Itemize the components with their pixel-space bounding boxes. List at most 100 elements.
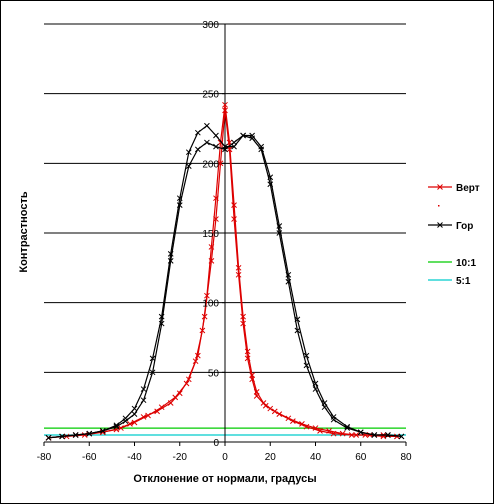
data-point: [99, 427, 106, 434]
data-point: [244, 348, 251, 355]
data-point: [213, 143, 219, 150]
data-point: [276, 411, 283, 417]
data-point: [158, 404, 165, 411]
data-point: [204, 139, 210, 146]
data-point: [303, 352, 310, 359]
legend-stray-dot: [438, 205, 440, 207]
data-point: [194, 146, 201, 153]
data-point: [185, 163, 192, 169]
data-point: [294, 327, 301, 334]
data-point: [192, 358, 199, 365]
data-point: [249, 372, 256, 378]
data-point: [339, 430, 346, 437]
data-point: [59, 433, 65, 440]
series-lines: [45, 101, 405, 441]
data-point: [235, 264, 242, 271]
data-point: [183, 380, 190, 387]
data-point: [344, 423, 351, 430]
x-tick-label: -20: [173, 452, 188, 463]
data-point: [235, 271, 242, 278]
data-point: [45, 434, 52, 441]
data-point: [194, 129, 201, 136]
legend-label: 10:1: [456, 258, 476, 269]
x-tick-label: -60: [82, 452, 97, 463]
data-point: [267, 174, 274, 181]
x-tick-label: -80: [37, 452, 52, 463]
data-point: [154, 408, 160, 415]
data-point: [140, 397, 147, 404]
data-point: [176, 390, 183, 397]
data-point: [344, 425, 351, 431]
data-point: [385, 432, 391, 438]
legend-item: 5:1: [428, 276, 471, 287]
legend-marker: [437, 222, 443, 228]
data-point: [276, 223, 283, 229]
x-tick-label: 60: [355, 452, 367, 463]
x-tick-label: 0: [222, 452, 228, 463]
data-point: [167, 251, 174, 257]
series-line: [48, 104, 397, 439]
data-point: [371, 432, 378, 438]
series-Гор: [45, 122, 405, 441]
x-tick-label: -40: [127, 452, 142, 463]
legend-item: Верт: [428, 183, 480, 194]
x-tick-label: 40: [310, 452, 322, 463]
data-point: [303, 362, 310, 369]
data-point: [357, 429, 364, 436]
data-point: [208, 244, 215, 250]
series-Верт: [45, 101, 400, 441]
data-point: [172, 394, 179, 401]
data-point: [222, 107, 228, 114]
data-point: [204, 122, 210, 129]
data-point: [253, 388, 260, 395]
legend-item: Гор: [428, 221, 473, 232]
y-tick-label: 100: [202, 299, 219, 310]
data-point: [231, 143, 237, 150]
data-point: [199, 327, 206, 334]
x-tick-label: 20: [265, 452, 277, 463]
data-point: [122, 415, 129, 422]
data-point: [294, 316, 301, 323]
legend-marker: [437, 184, 443, 190]
data-point: [131, 411, 138, 417]
data-point: [131, 405, 138, 412]
data-point: [158, 313, 165, 320]
data-point: [290, 418, 296, 424]
data-point: [118, 425, 124, 431]
legend-label: Верт: [456, 183, 480, 194]
y-axis-title: Контрастность: [18, 191, 30, 273]
x-tick-label: 80: [400, 452, 412, 463]
data-point: [231, 202, 237, 208]
data-point: [240, 313, 246, 320]
data-point: [330, 414, 337, 420]
data-point: [222, 101, 228, 108]
data-point: [267, 405, 274, 412]
y-tick-label: 150: [202, 229, 219, 240]
data-point: [149, 369, 156, 376]
data-point: [140, 386, 147, 392]
data-point: [249, 132, 256, 139]
series-line: [48, 109, 397, 439]
data-point: [213, 132, 219, 139]
data-point: [149, 355, 156, 362]
data-point: [217, 139, 224, 146]
data-point: [303, 423, 310, 430]
data-point: [222, 143, 228, 150]
data-point: [176, 195, 183, 202]
tick-labels: 0 50 100 150 200 250 300 -80 -60 -40 -20 0 20 40 60 80: [37, 20, 412, 463]
legend-label: 5:1: [456, 276, 471, 287]
axes: [43, 23, 407, 446]
series-Верт: [45, 107, 400, 441]
data-point: [321, 400, 328, 406]
legend-item: 10:1: [428, 258, 476, 269]
y-tick-label: 200: [202, 159, 219, 170]
legend-label: Гор: [456, 221, 473, 232]
data-point: [86, 430, 93, 437]
data-point: [258, 143, 265, 150]
x-axis-title: Отклонение от нормали, градусы: [133, 473, 316, 485]
data-point: [213, 195, 219, 202]
data-point: [113, 423, 120, 430]
data-point: [72, 432, 79, 438]
y-tick-label: 50: [208, 368, 220, 379]
data-point: [398, 433, 405, 440]
